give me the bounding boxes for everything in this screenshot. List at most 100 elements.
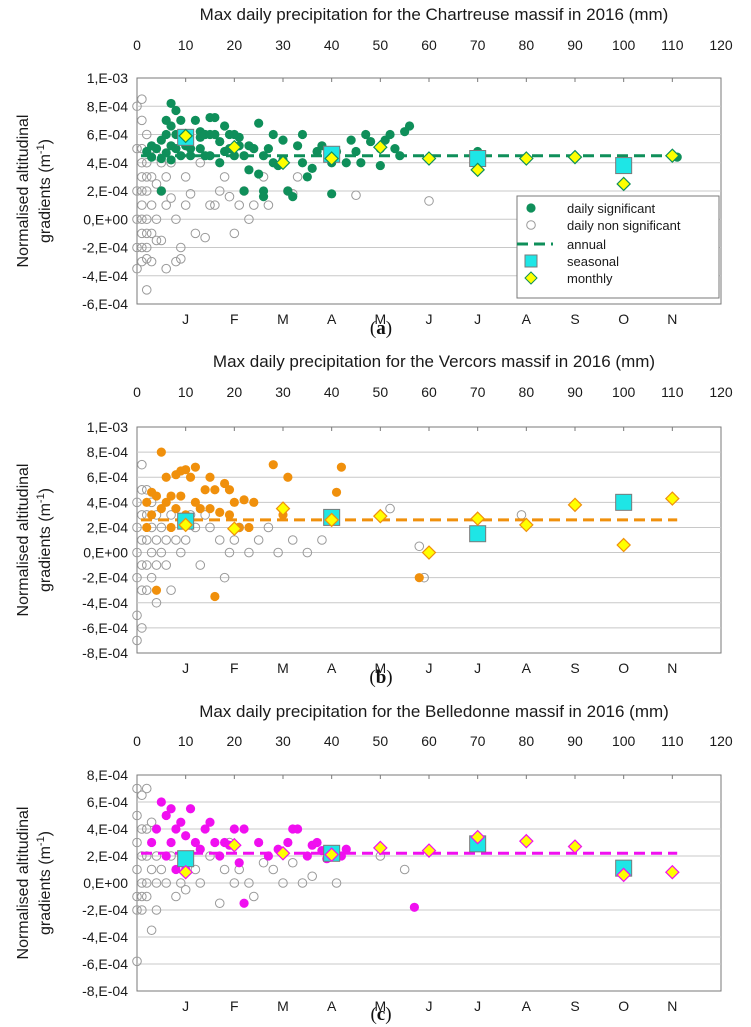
- panel-label-close: ): [386, 667, 392, 688]
- point-non-significant: [132, 263, 142, 274]
- point-significant: [254, 118, 264, 128]
- point-non-significant: [200, 510, 210, 520]
- point-non-significant: [141, 783, 152, 794]
- point-non-significant: [195, 878, 206, 888]
- point-significant: [185, 144, 196, 154]
- month-label: J: [182, 660, 189, 676]
- point-non-significant: [137, 790, 147, 801]
- point-significant: [200, 824, 210, 834]
- x-tick-label: 100: [612, 37, 636, 53]
- y-tick-label: -4,E-04: [82, 929, 128, 945]
- point-non-significant: [214, 186, 225, 196]
- point-non-significant: [137, 560, 147, 570]
- month-label: O: [618, 998, 629, 1014]
- point-monthly: [518, 517, 534, 533]
- month-label: N: [667, 998, 677, 1014]
- plot-frame: [136, 426, 722, 654]
- chart-title: Max daily precipitation for the Belledon…: [199, 702, 669, 721]
- legend-label: daily non significant: [567, 218, 681, 233]
- point-non-significant: [317, 535, 327, 545]
- point-non-significant: [132, 572, 142, 583]
- point-non-significant: [141, 560, 152, 570]
- point-non-significant: [166, 585, 176, 596]
- point-non-significant: [180, 172, 191, 182]
- point-significant: [234, 132, 244, 142]
- point-non-significant: [161, 560, 171, 570]
- point-significant: [166, 837, 176, 848]
- y-axis-label-units: gradients (m-1): [35, 488, 54, 592]
- point-non-significant: [137, 115, 147, 126]
- x-tick-label: 10: [178, 733, 194, 749]
- point-non-significant: [137, 891, 147, 902]
- point-non-significant: [414, 541, 425, 552]
- point-non-significant: [219, 864, 230, 875]
- month-label: J: [426, 660, 433, 676]
- panel-label: (a): [370, 318, 392, 339]
- point-significant: [268, 129, 278, 140]
- y-axis-label-text: gradients (m: [37, 503, 54, 592]
- point-significant: [215, 136, 225, 147]
- point-non-significant: [132, 610, 142, 621]
- point-significant: [171, 504, 181, 514]
- point-non-significant: [190, 228, 201, 239]
- point-non-significant: [141, 878, 152, 888]
- point-seasonal: [177, 850, 195, 868]
- legend-marker-non-significant: [526, 220, 536, 230]
- point-significant: [341, 158, 351, 168]
- x-tick-label: 80: [519, 384, 535, 400]
- point-monthly: [275, 845, 291, 861]
- point-non-significant: [253, 535, 264, 545]
- point-monthly: [664, 148, 680, 164]
- x-tick-label: 50: [373, 733, 389, 749]
- point-non-significant: [137, 242, 147, 253]
- point-non-significant: [244, 214, 254, 225]
- point-significant: [220, 478, 230, 489]
- month-label: F: [230, 660, 239, 676]
- point-non-significant: [171, 891, 181, 902]
- point-significant: [210, 129, 220, 140]
- month-label: F: [230, 998, 239, 1014]
- chart-title: Max daily precipitation for the Vercors …: [213, 352, 655, 371]
- point-non-significant: [307, 871, 318, 882]
- x-tick-label: 60: [421, 37, 437, 53]
- point-significant: [229, 824, 239, 834]
- point-significant: [327, 189, 337, 199]
- point-non-significant: [137, 256, 147, 267]
- point-non-significant: [146, 925, 157, 936]
- x-tick-label: 60: [421, 733, 437, 749]
- point-non-significant: [287, 535, 298, 545]
- x-tick-label: 30: [275, 384, 291, 400]
- point-non-significant: [146, 200, 157, 210]
- x-tick-label: 70: [470, 37, 486, 53]
- point-non-significant: [166, 510, 176, 520]
- point-non-significant: [141, 851, 152, 861]
- point-non-significant: [185, 189, 196, 199]
- x-tick-label: 90: [567, 733, 583, 749]
- point-non-significant: [331, 878, 342, 888]
- y-axis-label-units: gradients (m-1): [35, 831, 54, 935]
- y-tick-label: 8,E-04: [87, 444, 128, 460]
- point-monthly: [567, 149, 583, 165]
- point-significant: [166, 121, 176, 131]
- point-significant: [195, 844, 205, 854]
- y-tick-label: -6,E-04: [82, 296, 128, 312]
- point-monthly: [178, 128, 194, 144]
- month-label: N: [667, 660, 677, 676]
- point-significant: [151, 144, 162, 154]
- x-tick-label: 20: [227, 384, 243, 400]
- point-non-significant: [137, 623, 147, 633]
- point-non-significant: [176, 242, 186, 253]
- point-monthly: [518, 833, 534, 849]
- point-non-significant: [132, 864, 142, 875]
- month-label: S: [570, 311, 579, 327]
- month-label: J: [474, 311, 481, 327]
- y-tick-label: -6,E-04: [82, 956, 128, 972]
- y-tick-label: 2,E-04: [87, 183, 128, 199]
- month-label: J: [182, 311, 189, 327]
- point-significant: [297, 158, 308, 168]
- point-non-significant: [137, 172, 147, 182]
- point-non-significant: [141, 214, 152, 225]
- month-label: S: [570, 660, 579, 676]
- point-monthly: [470, 829, 486, 845]
- point-non-significant: [297, 878, 308, 888]
